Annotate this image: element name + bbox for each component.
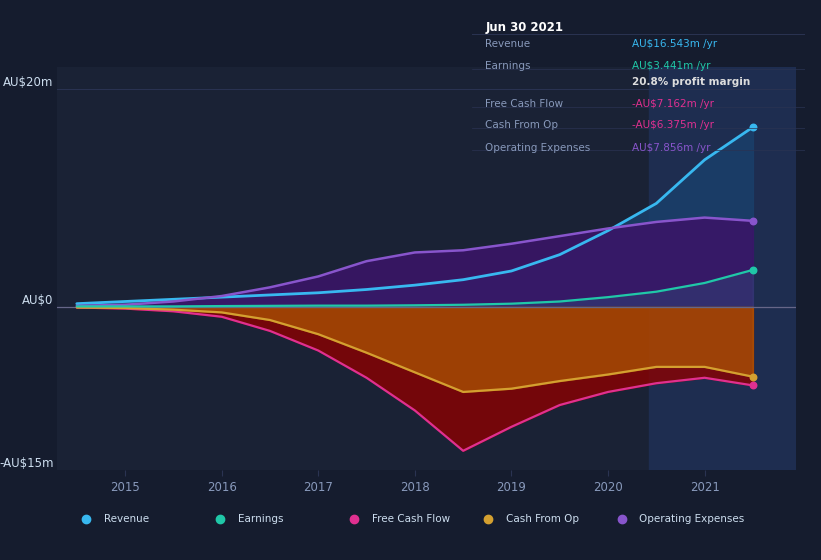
Text: Operating Expenses: Operating Expenses: [485, 143, 590, 153]
Text: -AU$6.375m /yr: -AU$6.375m /yr: [631, 120, 713, 130]
Text: Jun 30 2021: Jun 30 2021: [485, 21, 563, 34]
Point: [746, 265, 759, 274]
Point: [746, 123, 759, 132]
Text: Earnings: Earnings: [485, 61, 531, 71]
Text: AU$7.856m /yr: AU$7.856m /yr: [631, 143, 710, 153]
Text: 20.8% profit margin: 20.8% profit margin: [631, 77, 750, 87]
Text: Earnings: Earnings: [238, 515, 283, 524]
Text: Cash From Op: Cash From Op: [506, 515, 579, 524]
Text: Free Cash Flow: Free Cash Flow: [372, 515, 450, 524]
Text: AU$20m: AU$20m: [3, 76, 54, 89]
Text: Free Cash Flow: Free Cash Flow: [485, 99, 563, 109]
Text: -AU$15m: -AU$15m: [0, 458, 54, 470]
Text: AU$3.441m /yr: AU$3.441m /yr: [631, 61, 710, 71]
Point: [746, 372, 759, 381]
Text: Operating Expenses: Operating Expenses: [640, 515, 745, 524]
Text: Revenue: Revenue: [104, 515, 149, 524]
Text: AU$16.543m /yr: AU$16.543m /yr: [631, 39, 717, 49]
Text: Cash From Op: Cash From Op: [485, 120, 558, 130]
Point: [746, 381, 759, 390]
Text: Revenue: Revenue: [485, 39, 530, 49]
Point: [746, 216, 759, 225]
Bar: [649, 67, 796, 470]
Text: AU$0: AU$0: [22, 294, 54, 307]
Text: -AU$7.162m /yr: -AU$7.162m /yr: [631, 99, 713, 109]
